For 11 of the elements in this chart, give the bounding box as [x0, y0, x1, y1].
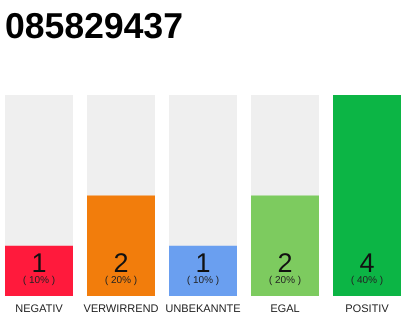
annotation: ( 10% )	[186, 275, 220, 286]
chart-title: 085829437	[5, 5, 186, 46]
x-tick-label: EGAL	[270, 303, 300, 315]
x-tick-label: POSITIV	[345, 303, 390, 315]
annotation: ( 10% )	[22, 275, 56, 286]
annotation: ( 20% )	[268, 275, 302, 286]
annotation: ( 40% )	[350, 275, 384, 286]
x-tick-label: UNBEKANNTE	[165, 303, 241, 315]
annotation: ( 20% )	[104, 275, 138, 286]
x-tick-label: VERWIRREND	[84, 303, 159, 315]
x-tick-label: NEGATIV	[15, 303, 64, 315]
